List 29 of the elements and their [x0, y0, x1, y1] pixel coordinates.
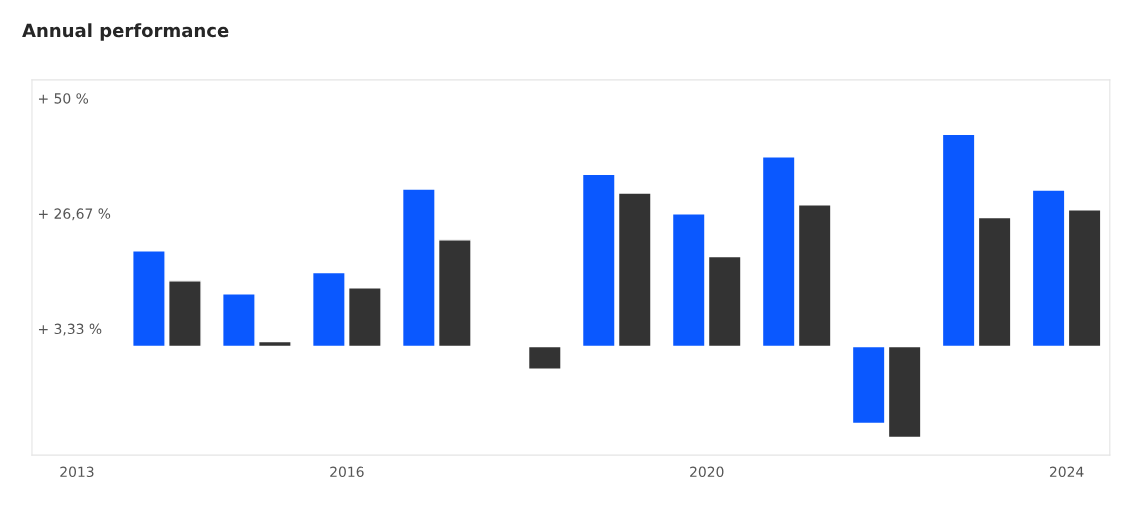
x-tick-label: 2016: [330, 466, 364, 478]
bar: [1031, 189, 1066, 348]
bar: [437, 239, 472, 348]
y-tick-label: + 26,67 %: [38, 208, 111, 221]
bar: [797, 204, 832, 348]
bar: [527, 345, 562, 370]
y-tick-label: + 3,33 %: [38, 323, 102, 336]
bar: [887, 345, 922, 439]
x-tick-label: 2024: [1049, 466, 1084, 478]
bar: [851, 345, 886, 425]
chart-title: Annual performance: [22, 23, 229, 41]
bar: [347, 287, 382, 348]
bar: [168, 280, 202, 348]
bar: [977, 216, 1012, 348]
bar: [581, 173, 616, 348]
bar: [617, 192, 652, 348]
bar: [221, 292, 256, 348]
bar: [761, 156, 796, 348]
bar: [1067, 209, 1102, 348]
bar: [257, 340, 292, 348]
bar: [401, 188, 436, 348]
bar: [707, 255, 742, 348]
bar: [311, 271, 346, 348]
bar: [941, 133, 976, 348]
bar: [671, 212, 706, 348]
x-tick-label: 2013: [60, 466, 94, 478]
y-tick-label: + 50 %: [38, 93, 89, 104]
bar: [132, 250, 166, 348]
x-tick-label: 2020: [690, 466, 724, 478]
